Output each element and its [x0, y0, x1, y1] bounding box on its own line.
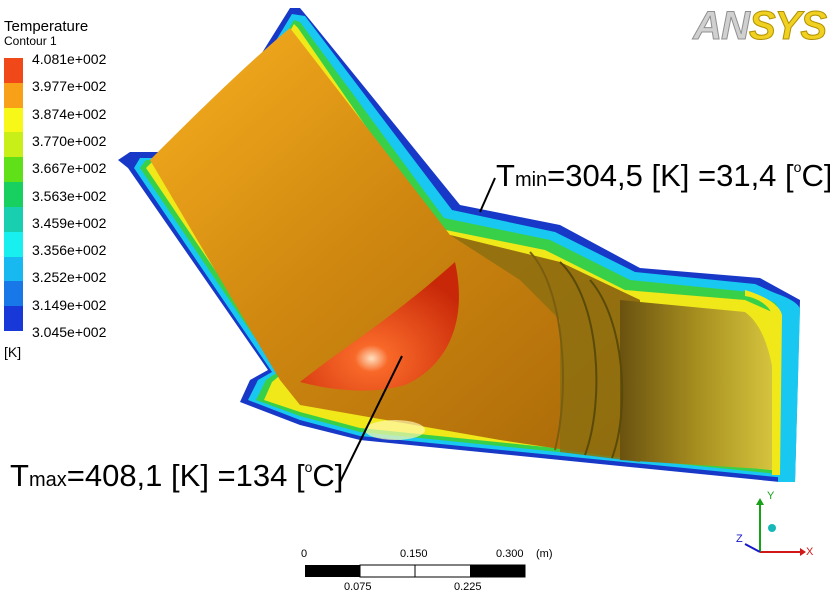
ansys-logo: ANSYS: [693, 4, 828, 49]
scale-label-300: 0.300: [496, 548, 524, 560]
legend-unit: [K]: [4, 344, 22, 360]
legend-swatch: [4, 256, 23, 282]
legend-level-label: 3.252e+002: [32, 269, 107, 286]
scale-label-150: 0.150: [400, 548, 428, 560]
scale-label-0: 0: [301, 548, 308, 560]
legend-title: Temperature: [4, 18, 89, 35]
legend-swatch: [4, 281, 23, 307]
pipe-inner-surface: [150, 28, 640, 460]
legend-swatch: [4, 182, 23, 208]
legend-swatch: [4, 231, 23, 258]
legend-swatch: [4, 58, 23, 84]
pipe-right-inner: [620, 300, 779, 470]
legend-level-label: 3.356e+002: [32, 242, 107, 259]
scale-label-225: 0.225: [454, 581, 482, 593]
legend-level-label: 3.459e+002: [32, 214, 107, 231]
legend-level-label: 3.977e+002: [32, 78, 107, 95]
legend-level-label: 3.563e+002: [32, 187, 107, 204]
legend-swatch: [4, 107, 23, 133]
legend-swatch: [4, 132, 23, 158]
legend-subtitle: Contour 1: [4, 34, 57, 48]
scale-label-075: 0.075: [344, 581, 372, 593]
legend-swatch: [4, 306, 23, 332]
legend-level-label: 3.667e+002: [32, 160, 107, 177]
tmax-annotation: Tmax=408,1 [K] =134 [oC]: [10, 458, 344, 493]
legend-swatch: [4, 82, 23, 109]
legend-color-bar: [4, 58, 23, 332]
tmin-annotation: Tmin=304,5 [K] =31,4 [oC]: [496, 158, 830, 193]
scale-bar: [305, 564, 526, 578]
legend-level-label: 4.081e+002: [32, 51, 107, 67]
scale-unit: (m): [536, 548, 553, 560]
tmin-leader: [479, 177, 496, 213]
legend-level-label: 3.149e+002: [32, 296, 107, 313]
pipe-bend-region: [450, 235, 640, 462]
axis-y-label: Y: [767, 490, 775, 502]
axis-triad: [744, 498, 806, 556]
axis-z-label: Z: [736, 533, 743, 545]
legend-level-label: 3.874e+002: [32, 105, 107, 122]
legend-level-label: 3.770e+002: [32, 132, 107, 149]
tmax-leader: [339, 355, 403, 483]
legend-swatch: [4, 206, 23, 233]
legend-level-label: 3.045e+002: [32, 324, 107, 340]
legend-swatch: [4, 157, 23, 183]
axis-x-label: X: [806, 546, 814, 558]
hot-spot-region: [300, 262, 459, 391]
